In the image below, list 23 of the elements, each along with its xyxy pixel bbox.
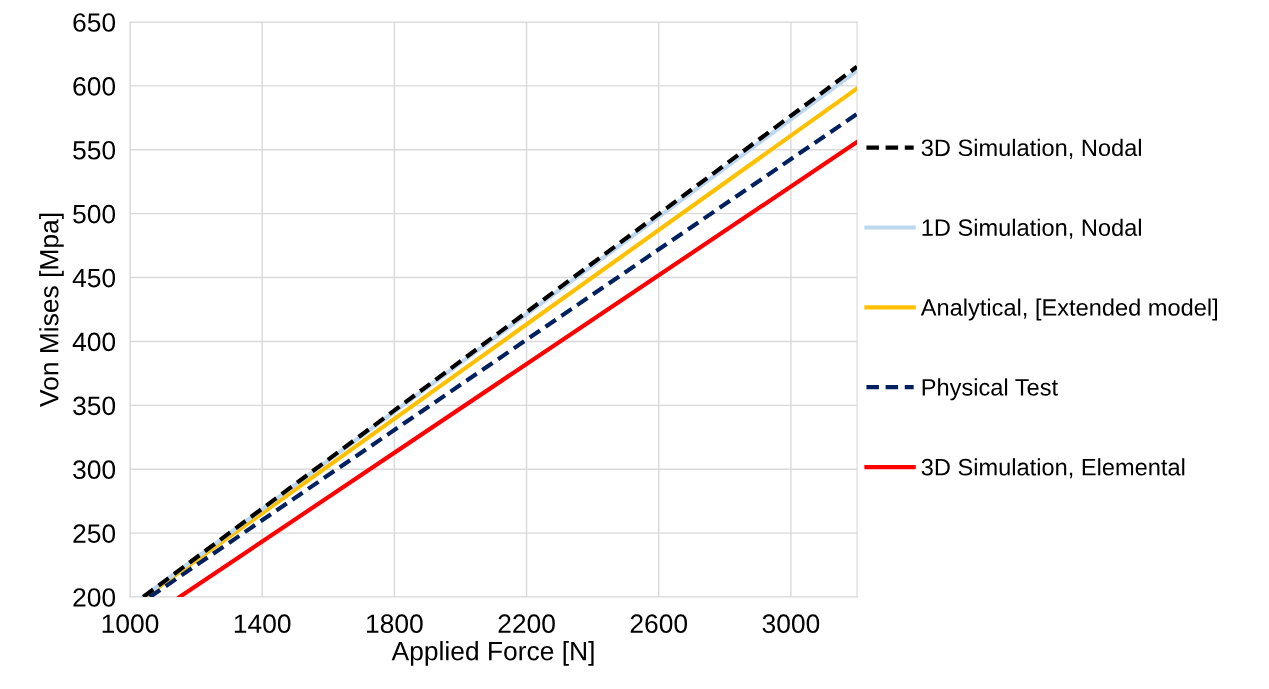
y-tick-label: 600: [73, 77, 116, 96]
y-tick-label: 450: [72, 268, 116, 288]
y-tick-label: 400: [72, 332, 116, 352]
legend-label: Physical Test: [922, 378, 1058, 401]
legend-label: 3D Simulation, Elemental: [921, 458, 1185, 479]
y-tick-label: 550: [73, 140, 116, 160]
y-tick-label: 350: [73, 396, 116, 416]
x-tick-label: 2600: [630, 614, 688, 634]
legend-label: Analytical, [Extended model]: [920, 298, 1217, 321]
x-tick-label: 1000: [102, 614, 159, 634]
legend-label: 3D Simulation, Nodal: [921, 138, 1141, 159]
y-tick-label: 250: [73, 524, 116, 543]
y-tick-label: 200: [73, 588, 116, 607]
x-tick-label: 1800: [367, 614, 423, 634]
y-tick-label: 300: [73, 460, 116, 480]
y-axis-title: Von Mises [Mpa]: [39, 213, 64, 407]
legend-label: 1D Simulation, Nodal: [922, 218, 1141, 239]
x-axis-title: Applied Force [N]: [391, 641, 594, 666]
y-tick-label: 650: [73, 13, 116, 32]
x-tick-label: 1400: [234, 614, 291, 634]
x-tick-label: 2200: [498, 614, 555, 634]
x-tick-label: 3000: [762, 614, 820, 634]
y-tick-label: 500: [73, 204, 116, 224]
